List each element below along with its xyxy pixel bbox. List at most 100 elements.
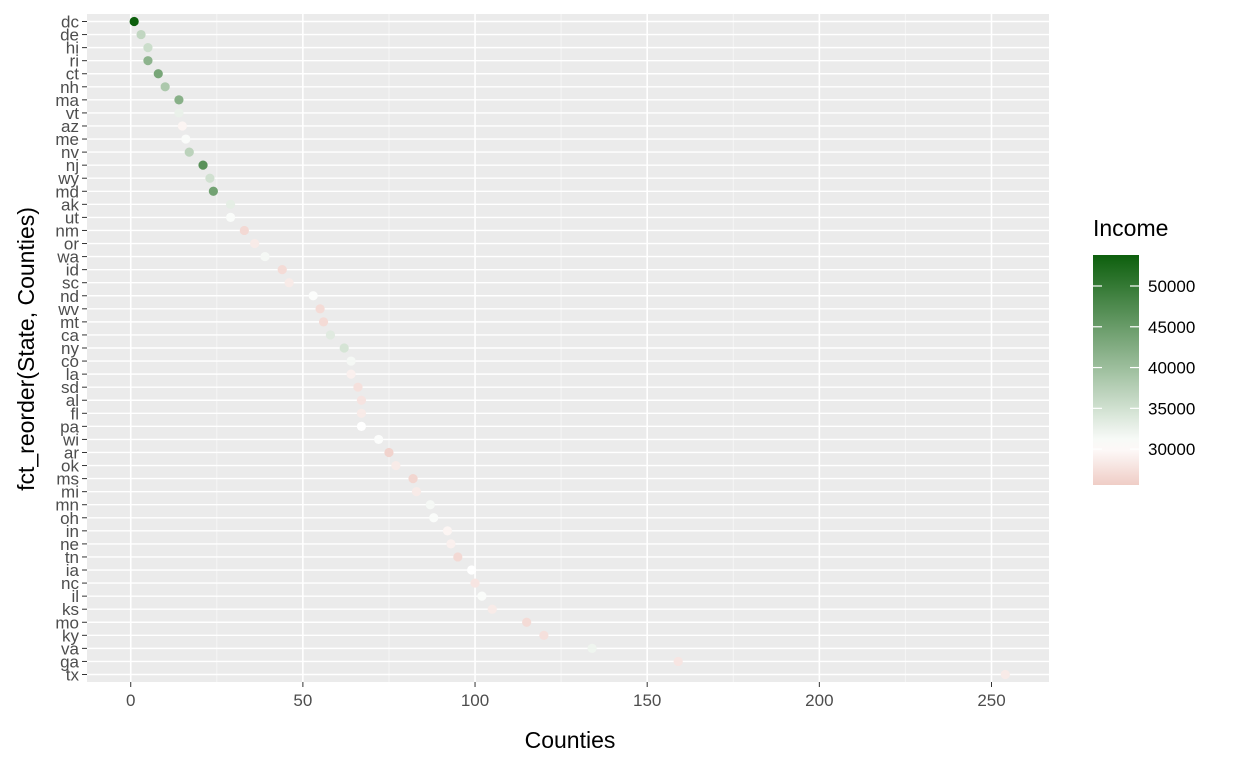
- y-tick-label-pa: pa: [60, 417, 79, 436]
- legend-tick-label: 40000: [1148, 359, 1195, 378]
- point-ok: [391, 460, 401, 471]
- y-axis-title: fct_reorder(State, Counties): [13, 207, 39, 491]
- y-tick-label-ca: ca: [61, 326, 80, 345]
- y-tick-label-ri: ri: [70, 52, 79, 71]
- point-nv: [184, 147, 194, 157]
- point-fl: [356, 408, 367, 418]
- x-tick-label: 150: [633, 691, 661, 710]
- y-tick-label-sc: sc: [62, 274, 80, 293]
- y-tick-label-in: in: [66, 522, 79, 541]
- point-dc: [129, 16, 139, 27]
- y-tick-label-hi: hi: [66, 39, 79, 58]
- point-me: [181, 134, 191, 144]
- y-tick-label-co: co: [61, 352, 79, 371]
- x-tick-label: 250: [977, 691, 1005, 710]
- point-id: [277, 265, 287, 275]
- point-il: [477, 591, 487, 601]
- legend-tick-label: 35000: [1148, 399, 1195, 418]
- y-tick-label-ok: ok: [61, 457, 79, 476]
- point-pa: [356, 421, 367, 431]
- x-axis-title: Counties: [525, 727, 616, 753]
- point-ar: [384, 447, 394, 458]
- point-ga: [673, 656, 683, 667]
- y-tick-label-nm: nm: [55, 221, 79, 240]
- point-ne: [446, 539, 456, 549]
- y-tick-label-va: va: [61, 639, 80, 658]
- point-mo: [522, 617, 532, 627]
- point-md: [208, 186, 218, 196]
- point-ri: [143, 56, 153, 66]
- point-ak: [225, 199, 236, 209]
- y-tick-label-il: il: [71, 587, 79, 606]
- y-tick-label-vt: vt: [66, 104, 80, 123]
- y-tick-label-dc: dc: [61, 13, 79, 32]
- point-de: [136, 29, 146, 40]
- x-tick-label: 0: [126, 691, 135, 710]
- y-tick-label-al: al: [66, 391, 79, 410]
- point-wy: [205, 173, 215, 183]
- point-nd: [308, 291, 318, 301]
- y-tick-label-ar: ar: [64, 443, 79, 462]
- data-points: [129, 16, 1010, 680]
- point-or: [250, 238, 260, 249]
- y-tick-label-or: or: [64, 235, 79, 254]
- point-al: [356, 395, 367, 405]
- point-nm: [239, 225, 249, 236]
- y-tick-label-md: md: [55, 182, 79, 201]
- point-sd: [353, 382, 363, 392]
- legend-colorbar: [1093, 255, 1139, 485]
- point-mt: [318, 317, 329, 327]
- x-tick-label: 100: [461, 691, 489, 710]
- legend-tick-label: 30000: [1148, 440, 1195, 459]
- x-axis-ticks: 0 50 100 150 200 250: [126, 682, 1006, 710]
- y-tick-label-ny: ny: [61, 339, 79, 358]
- y-axis-ticks: txgavakymoksilnciatnneinohmnmimsokarwipa…: [55, 13, 87, 685]
- grid-major: [87, 14, 1049, 682]
- point-az: [177, 121, 187, 131]
- point-nj: [198, 160, 208, 170]
- y-tick-label-mn: mn: [55, 496, 79, 515]
- point-sc: [284, 278, 294, 288]
- y-tick-label-nh: nh: [60, 78, 79, 97]
- legend-tick-label: 50000: [1148, 277, 1195, 296]
- y-tick-label-nc: nc: [61, 574, 79, 593]
- point-nh: [160, 82, 170, 92]
- y-tick-label-ma: ma: [55, 91, 79, 110]
- y-tick-label-mt: mt: [60, 313, 79, 332]
- point-oh: [429, 513, 439, 523]
- point-ma: [174, 95, 184, 105]
- point-wv: [315, 304, 325, 314]
- y-tick-label-tn: tn: [65, 548, 79, 567]
- point-co: [346, 356, 356, 366]
- x-tick-label: 50: [293, 691, 312, 710]
- y-tick-label-nj: nj: [66, 156, 79, 175]
- point-wi: [374, 434, 384, 445]
- y-tick-label-tx: tx: [66, 666, 80, 685]
- point-mi: [411, 487, 422, 497]
- x-tick-label: 200: [805, 691, 833, 710]
- y-tick-label-wa: wa: [56, 248, 79, 267]
- point-wa: [260, 251, 270, 262]
- point-mn: [425, 500, 435, 510]
- y-tick-label-sd: sd: [61, 378, 79, 397]
- point-vt: [174, 108, 184, 118]
- y-tick-label-de: de: [60, 26, 79, 45]
- point-la: [346, 369, 356, 379]
- point-va: [587, 643, 597, 653]
- point-in: [442, 526, 453, 536]
- point-hi: [143, 43, 153, 53]
- point-tn: [453, 552, 463, 562]
- y-tick-label-wv: wv: [57, 300, 79, 319]
- y-tick-label-ga: ga: [60, 652, 79, 671]
- y-tick-label-ms: ms: [56, 470, 79, 489]
- y-tick-label-oh: oh: [60, 509, 79, 528]
- y-tick-label-wi: wi: [62, 430, 79, 449]
- y-tick-label-nv: nv: [61, 143, 79, 162]
- y-tick-label-ak: ak: [61, 195, 79, 214]
- y-tick-label-ia: ia: [66, 561, 80, 580]
- y-tick-label-wy: wy: [57, 169, 79, 188]
- point-ca: [325, 330, 336, 340]
- point-ny: [339, 343, 349, 353]
- legend: Income 30000 35000 40000 45000 50000: [1093, 215, 1195, 485]
- point-ky: [539, 630, 549, 640]
